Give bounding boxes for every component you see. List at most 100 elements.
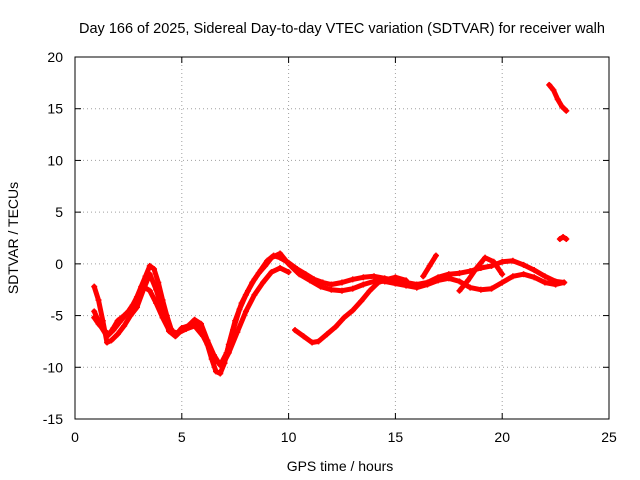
data-point [108,337,115,344]
data-point [465,277,472,284]
data-point [563,107,570,114]
data-point [467,284,474,291]
data-point [360,274,367,281]
data-point [541,279,548,286]
data-point [259,279,266,286]
data-point [285,260,292,267]
data-point [482,254,489,261]
data-point [339,279,345,286]
x-tick-label: 20 [494,429,510,445]
y-tick-label: 15 [47,101,63,117]
data-point [349,307,356,314]
data-point [151,266,158,273]
data-point [127,312,134,319]
data-point [285,269,292,276]
data-point [212,358,219,365]
data-point [153,300,160,307]
data-point [559,103,566,110]
data-point [183,326,190,333]
plot-frame [74,56,610,420]
data-point [424,281,431,288]
y-tick-label: -5 [51,308,64,324]
data-point [360,281,367,288]
data-point [509,257,516,264]
data-point [133,304,140,311]
data-point [456,278,463,285]
data-point [97,322,104,329]
data-point [426,262,433,269]
data-point [206,345,213,352]
data-point [520,271,527,278]
data-point [217,370,224,377]
chart-title: Day 166 of 2025, Sidereal Day-to-day VTE… [79,21,605,37]
data-point [140,283,147,290]
data-point [104,333,111,340]
x-tick-label: 10 [281,429,297,445]
data-point [552,281,559,288]
y-tick-label: 0 [55,256,63,272]
data-point [339,287,345,294]
data-point [375,279,382,286]
data-point [473,264,480,271]
data-point [324,331,331,338]
y-tick-label: 20 [47,49,63,65]
data-point [242,291,249,298]
data-point [349,276,356,283]
data-point [432,252,439,259]
data-point [520,261,527,268]
data-point [116,318,123,325]
data-point [219,362,226,369]
data-point [563,236,570,243]
data-point [392,280,399,287]
data-point [198,320,205,327]
data-point [249,279,256,286]
data-point [554,96,561,103]
data-point [531,267,538,274]
data-point [104,339,111,346]
data-point [242,308,249,315]
data-point [550,87,557,94]
data-point [159,314,166,321]
y-axis-label: SDTVAR / TECUs [5,182,21,294]
data-point [91,308,98,315]
data-point [403,277,410,284]
data-point [296,271,303,278]
y-tick-label: -10 [43,359,63,375]
y-tick-label: 5 [55,204,63,220]
data-point [456,270,463,277]
data-point [328,286,335,293]
data-point [499,279,506,286]
data-point [155,279,162,286]
data-point [110,327,117,334]
data-point [366,287,373,294]
data-point [133,296,140,303]
data-point [499,271,506,278]
y-tick-label: 10 [47,152,63,168]
data-point [153,286,160,293]
data-point [341,314,348,321]
data-point [561,279,568,286]
x-tick-label: 5 [178,429,186,445]
data-series [91,81,570,377]
data-point [456,287,463,294]
data-point [125,308,132,315]
data-point [146,262,153,269]
data-point [403,282,410,289]
data-point [477,286,484,293]
data-point [174,330,181,337]
data-point [146,287,153,294]
data-point [91,283,98,290]
y-tick-label: -15 [43,411,63,427]
data-point [435,277,442,284]
data-point [306,277,313,284]
data-point [319,279,326,286]
x-axis-label: GPS time / hours [287,458,394,474]
x-tick-label: 15 [388,429,404,445]
data-point [191,322,198,329]
x-tick-label: 25 [601,429,617,445]
data-point [541,273,548,280]
data-point [488,285,495,292]
data-point [531,274,538,281]
data-point [268,254,275,261]
data-point [95,297,102,304]
